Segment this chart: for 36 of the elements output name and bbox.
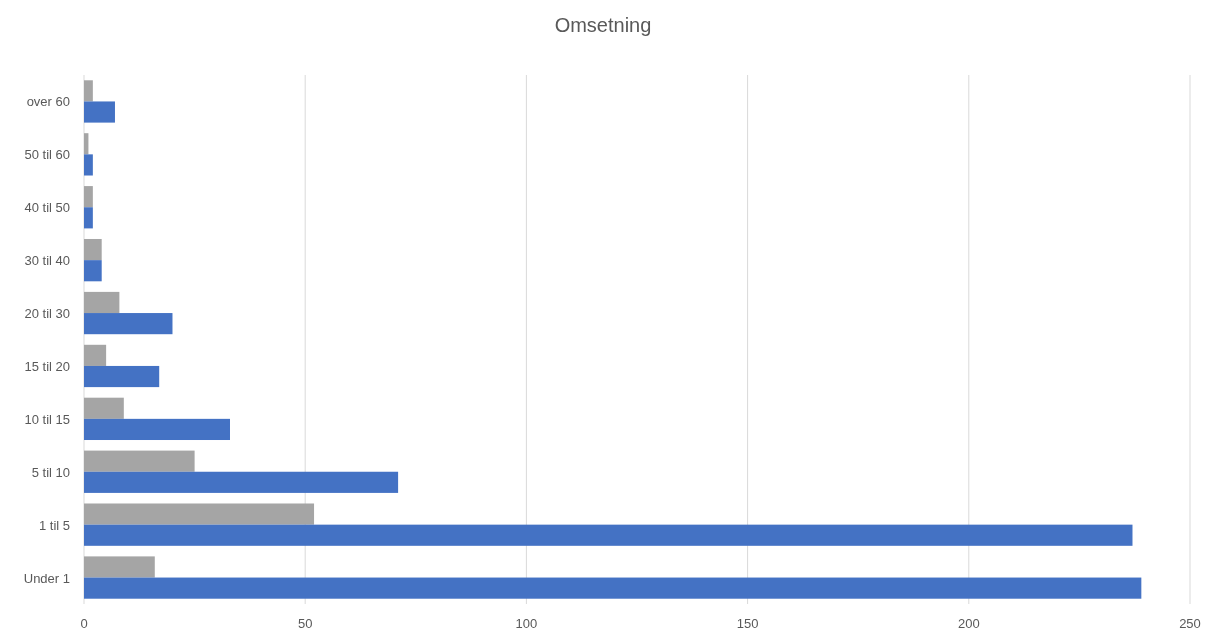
bar	[84, 313, 173, 335]
bar	[84, 291, 120, 314]
y-tick-label: 5 til 10	[31, 464, 70, 480]
bar	[84, 577, 1142, 599]
bar	[84, 524, 1133, 546]
bar	[84, 503, 315, 525]
bar	[84, 238, 102, 261]
y-tick-label: 20 til 30	[24, 306, 70, 322]
x-tick-label: 0	[80, 616, 88, 631]
bar	[84, 418, 230, 441]
bar	[84, 450, 195, 472]
chart-title: Omsetning	[554, 14, 652, 36]
x-tick-label: 50	[297, 616, 313, 631]
y-tick-label: 1 til 5	[38, 517, 70, 533]
bar	[84, 154, 93, 176]
bar	[84, 260, 102, 282]
y-tick-label: over 60	[26, 94, 70, 110]
x-tick-label: 100	[515, 616, 538, 631]
x-tick-label: 250	[1179, 616, 1201, 631]
y-tick-label: 10 til 15	[24, 411, 70, 427]
y-tick-label: 40 til 50	[24, 200, 70, 216]
y-tick-label: 50 til 60	[24, 147, 70, 163]
bar	[84, 186, 93, 208]
x-tick-label: 150	[736, 616, 759, 631]
x-tick-label: 200	[957, 616, 980, 631]
bar	[84, 397, 124, 419]
bar	[84, 344, 107, 366]
bar	[84, 80, 93, 102]
bar	[84, 101, 115, 123]
y-tick-label: 15 til 20	[24, 358, 70, 374]
bar	[84, 556, 155, 578]
y-tick-label: 30 til 40	[24, 253, 70, 269]
bar	[84, 207, 93, 229]
bar	[84, 365, 160, 388]
y-tick-label: Under 1	[23, 570, 70, 586]
bar	[84, 471, 399, 493]
